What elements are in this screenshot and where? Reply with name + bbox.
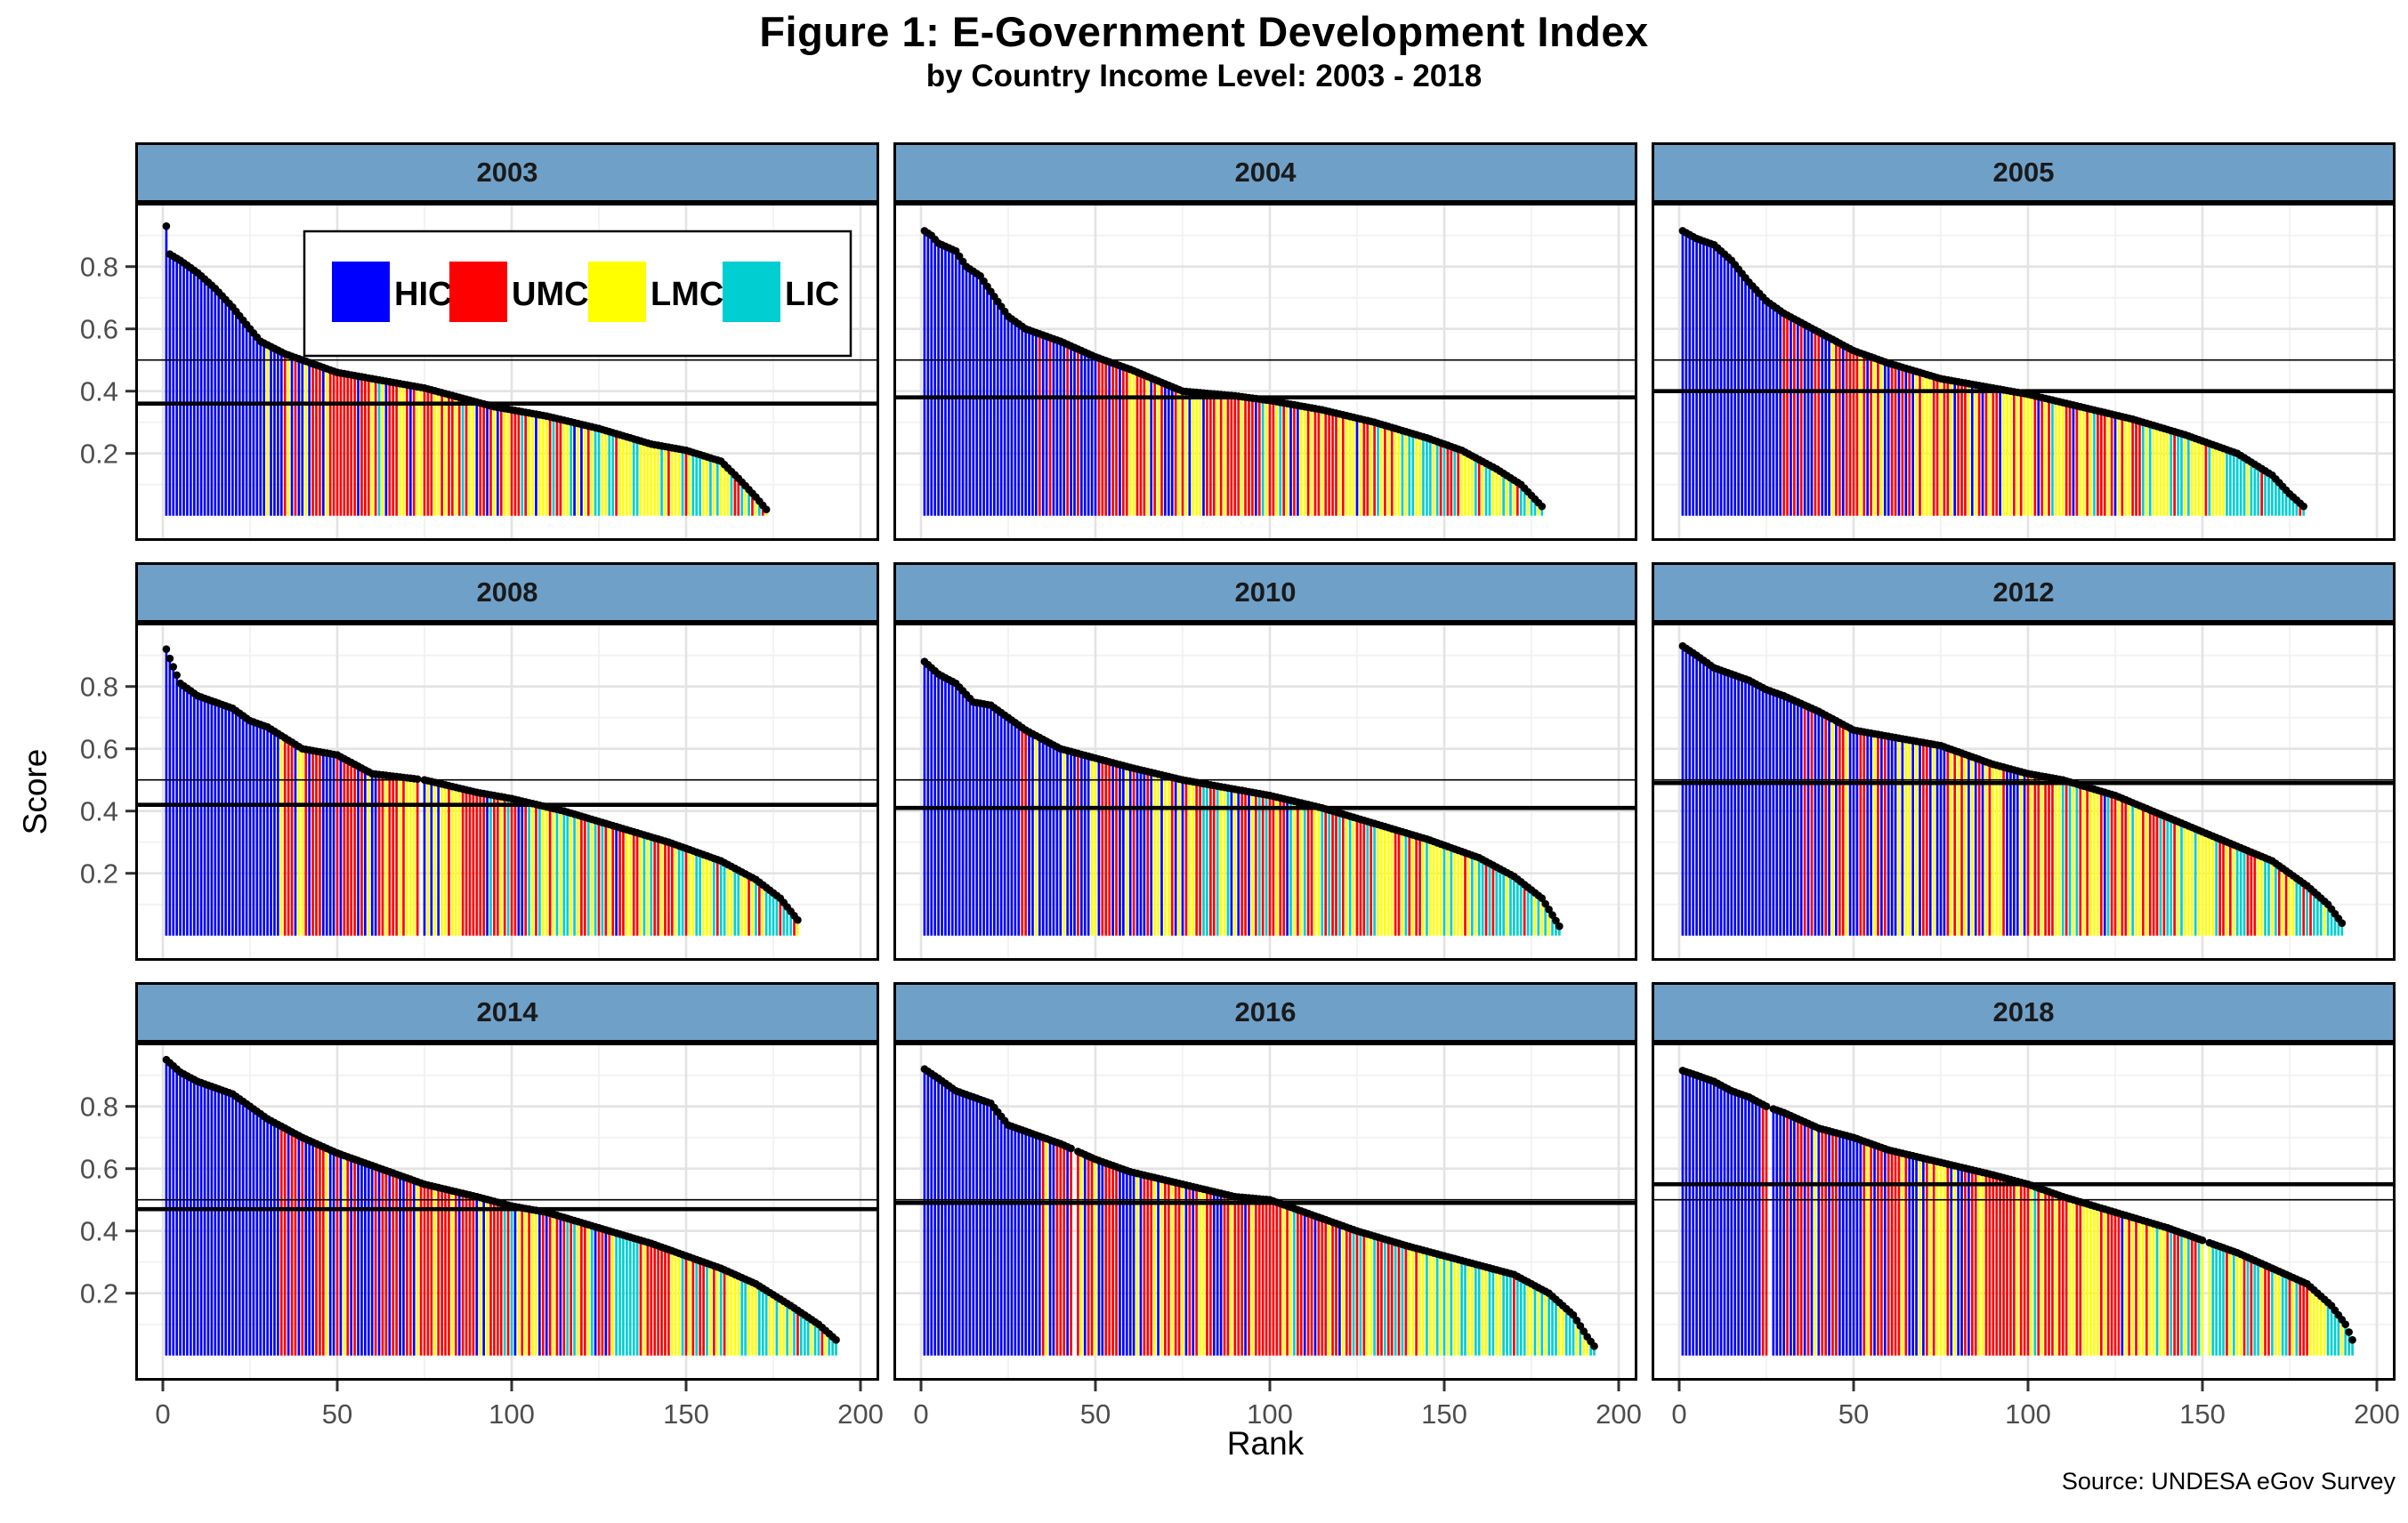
y-tick-label: 0.4 [80, 1216, 118, 1247]
legend-swatch-LIC [723, 262, 780, 322]
score-bars [165, 226, 768, 516]
score-bars [1681, 230, 2306, 516]
facet-strip-label: 2010 [893, 562, 1637, 623]
panel-border [893, 623, 1637, 961]
x-tick-label: 0 [913, 1398, 928, 1430]
panel-border [135, 1043, 879, 1381]
panel-border [135, 623, 879, 961]
facet-plot-2008: 0.2 0.4 0.6 0.8 [80, 623, 879, 961]
facet-plot-2010 [893, 623, 1637, 961]
x-tick-label: 150 [1421, 1398, 1467, 1430]
facet-plot-2005 [1652, 203, 2396, 541]
x-tick-label: 100 [489, 1398, 535, 1430]
facet-panel-2016: 2016 0 50 100 150 200 [893, 982, 1642, 1430]
facet-strip-label: 2008 [135, 562, 879, 623]
facet-plot-2012 [1652, 623, 2396, 961]
x-tick-label: 200 [2354, 1398, 2400, 1430]
x-tick-label: 0 [155, 1398, 170, 1430]
y-tick-label: 0.2 [80, 858, 118, 890]
facet-strip-label: 2004 [893, 142, 1637, 203]
y-tick-label: 0.8 [80, 1092, 118, 1123]
x-axis-ticks: 0 50 100 150 200 [1671, 1381, 2400, 1430]
y-tick-label: 0.2 [80, 1278, 118, 1309]
score-bars [1681, 646, 2344, 936]
x-tick-label: 0 [1671, 1398, 1686, 1430]
legend-label-UMC: UMC [512, 276, 589, 313]
y-axis-ticks: 0.2 0.4 0.6 0.8 [80, 1092, 135, 1309]
y-axis-ticks: 0.2 0.4 0.6 0.8 [80, 252, 135, 470]
figure-title: Figure 1: E-Government Development Index [759, 8, 1649, 55]
x-tick-label: 50 [322, 1398, 352, 1430]
y-tick-label: 0.2 [80, 439, 118, 470]
panel-border [893, 1043, 1637, 1381]
panel-border [1652, 1043, 2396, 1381]
facet-strip-label: 2003 [135, 142, 879, 203]
score-points [1678, 227, 2307, 511]
x-axis-ticks: 0 50 100 150 200 [913, 1381, 1642, 1430]
score-points [1678, 1067, 2356, 1344]
facet-strip-label: 2014 [135, 982, 879, 1043]
score-points [920, 227, 1547, 511]
legend-swatch-HIC [332, 262, 390, 322]
facet-strip-label: 2018 [1652, 982, 2396, 1043]
panel-border [893, 203, 1637, 541]
facet-panel-2010: 2010 [893, 562, 1637, 961]
score-points [162, 1055, 840, 1344]
y-axis-ticks: 0.2 0.4 0.6 0.8 [80, 672, 135, 890]
facet-panel-2003: 2003 0.2 0.4 0.6 0.8 HIC UMC LMC LIC [80, 142, 879, 541]
panel-border [1652, 623, 2396, 961]
facet-strip-label: 2005 [1652, 142, 2396, 203]
x-tick-label: 150 [663, 1398, 709, 1430]
legend-label-LMC: LMC [650, 276, 723, 313]
x-axis-ticks: 0 50 100 150 200 [155, 1381, 884, 1430]
score-bars [165, 1060, 837, 1356]
x-tick-label: 200 [1596, 1398, 1642, 1430]
score-bars [923, 661, 1561, 936]
facet-panel-2012: 2012 [1652, 562, 2396, 961]
score-bars [923, 1068, 1596, 1356]
facet-panel-2005: 2005 [1652, 142, 2396, 541]
facet-panel-2014: 2014 0.2 0.4 0.6 0.8 0 50 100 150 200 [80, 982, 884, 1430]
legend-swatch-LMC [588, 262, 646, 322]
facet-plot-2003: 0.2 0.4 0.6 0.8 HIC UMC LMC LIC [80, 203, 879, 541]
source-note: Source: UNDESA eGov Survey [2061, 1468, 2396, 1495]
score-points [920, 657, 1564, 931]
facet-plot-2018: 0 50 100 150 200 [1652, 1043, 2400, 1430]
y-tick-label: 0.6 [80, 1154, 118, 1185]
figure-subtitle: by Country Income Level: 2003 - 2018 [925, 59, 1483, 93]
panel-border [1652, 203, 2396, 541]
panel-border [135, 203, 879, 541]
facet-strip-label: 2016 [893, 982, 1637, 1043]
facet-plot-2004 [893, 203, 1637, 541]
y-tick-label: 0.6 [80, 314, 118, 345]
facet-panel-2018: 2018 0 50 100 150 200 [1652, 982, 2400, 1430]
score-bars [923, 230, 1544, 516]
x-tick-label: 100 [2005, 1398, 2051, 1430]
x-tick-label: 200 [837, 1398, 884, 1430]
score-points [162, 222, 771, 513]
legend-label-LIC: LIC [785, 276, 839, 313]
facet-panel-2004: 2004 [893, 142, 1637, 541]
y-tick-label: 0.8 [80, 252, 118, 283]
score-points [1678, 641, 2347, 927]
y-tick-label: 0.6 [80, 734, 118, 765]
y-tick-label: 0.8 [80, 672, 118, 703]
facet-strip-label: 2012 [1652, 562, 2396, 623]
y-tick-label: 0.4 [80, 796, 118, 827]
x-tick-label: 50 [1080, 1398, 1111, 1430]
facet-plot-2014: 0.2 0.4 0.6 0.8 0 50 100 150 200 [80, 1043, 884, 1430]
x-tick-label: 100 [1247, 1398, 1293, 1430]
y-axis-title: Score [17, 748, 53, 835]
legend: HIC UMC LMC LIC [303, 230, 852, 358]
facet-panel-2008: 2008 0.2 0.4 0.6 0.8 [80, 562, 879, 961]
facet-plot-2016: 0 50 100 150 200 [893, 1043, 1642, 1430]
y-tick-label: 0.4 [80, 376, 118, 407]
legend-label-HIC: HIC [394, 276, 452, 313]
x-tick-label: 50 [1838, 1398, 1869, 1430]
x-tick-label: 150 [2179, 1398, 2226, 1430]
score-bars [1681, 1070, 2354, 1356]
legend-swatch-UMC [449, 262, 507, 322]
x-axis-title: Rank [1226, 1425, 1305, 1462]
